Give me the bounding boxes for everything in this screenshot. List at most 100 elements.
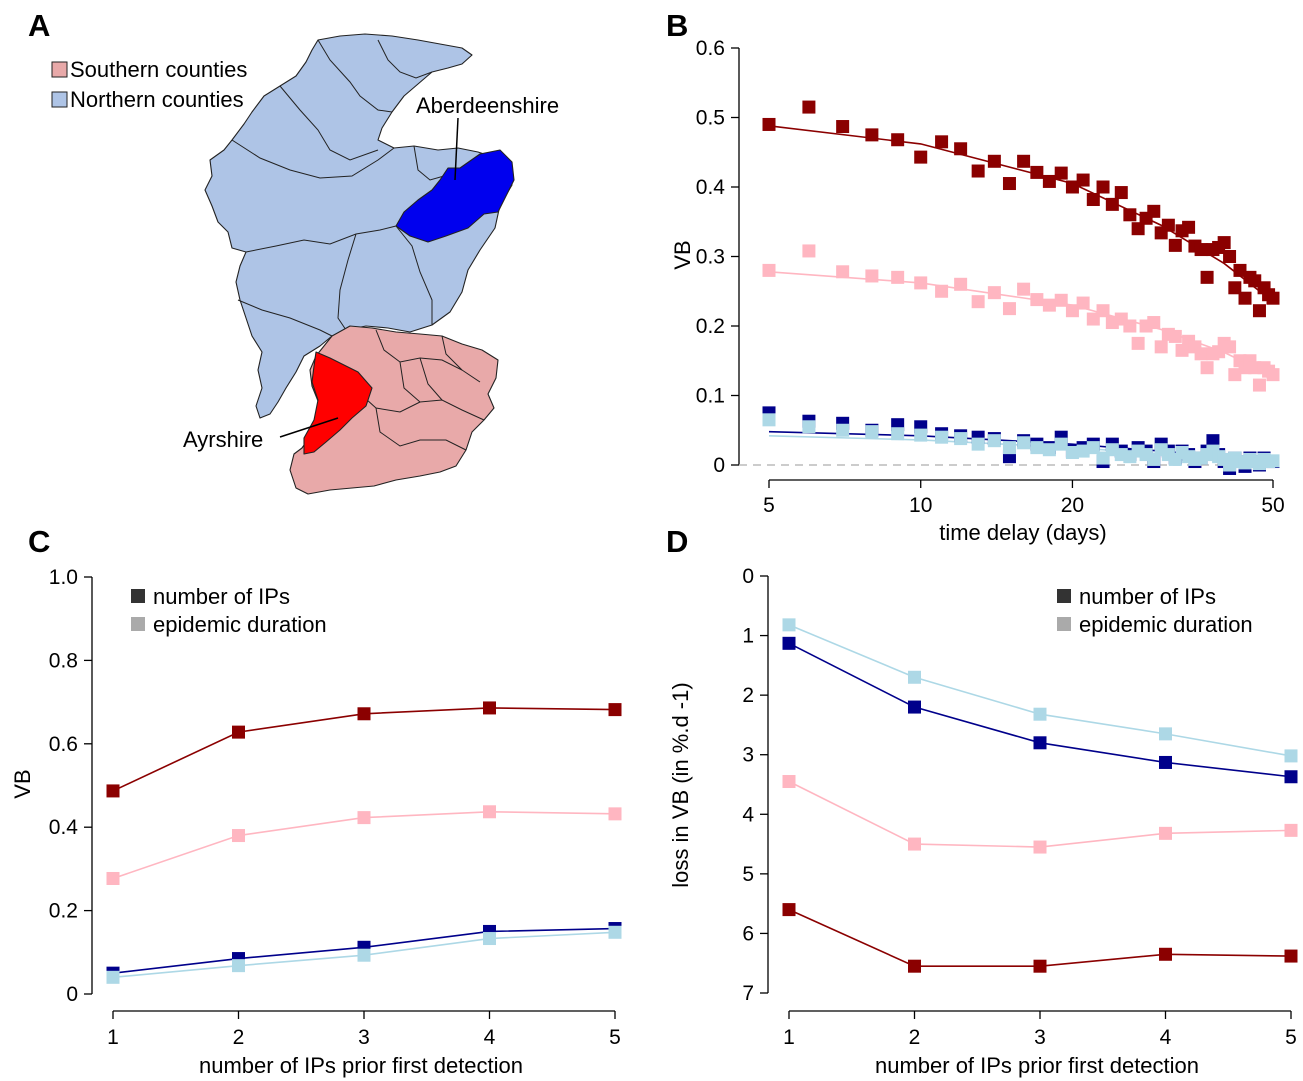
y-tick-label: 0.3 [696,246,725,269]
point-ayrshire_duration [608,807,622,821]
x-tick-label: 1 [783,1026,795,1049]
x-tick-label: 3 [358,1026,370,1049]
point-ayrshire_duration [106,871,120,885]
ayrshire-region [303,351,373,455]
y-tick-label: 0.2 [49,900,78,923]
legend-swatch-ips [1057,589,1071,603]
panel-b-chart: 0 0.1 0.2 0.3 0.4 0.5 0.6 5 10 20 50 time delay (d… [670,37,1285,545]
y-tick-label: 0.4 [49,816,79,839]
point-ayrshire_duration [1065,304,1079,318]
point-ayrshire_ips [1238,291,1252,305]
series-line-ayrshire_duration [788,780,1292,848]
panel-d-axes: 0 1 2 3 4 5 6 7 1 2 3 4 5 [742,565,1297,1049]
point-aberdeenshire_duration [1030,441,1044,455]
point-aberdeenshire_ips [1284,770,1298,784]
panel-c-lines [106,701,622,984]
point-aberdeenshire_duration [1284,749,1298,763]
panel-d-lines [782,618,1298,973]
point-aberdeenshire_duration [1054,437,1068,451]
legend-label-duration: epidemic duration [153,612,327,637]
point-ayrshire_ips [954,142,968,156]
point-ayrshire_duration [1030,293,1044,307]
legend-swatch-northern [51,91,68,108]
point-ayrshire_ips [1194,243,1208,257]
point-ayrshire_duration [1054,293,1068,307]
point-aberdeenshire_ips [1033,736,1047,750]
point-aberdeenshire_duration [1159,727,1172,741]
point-ayrshire_duration [1076,296,1090,310]
legend-label-duration: epidemic duration [1079,612,1253,637]
point-ayrshire_ips [1114,186,1128,200]
point-ayrshire_duration [1042,298,1056,312]
point-ayrshire_ips [106,784,120,798]
point-ayrshire_ips [908,959,921,973]
x-tick-label: 1 [107,1026,119,1049]
y-tick-label: 1.0 [49,566,78,589]
point-ayrshire_duration [1252,378,1266,392]
point-aberdeenshire_duration [987,434,1001,448]
point-ayrshire_ips [1223,250,1237,263]
point-ayrshire_ips [1159,947,1172,961]
x-tick-label: 2 [233,1026,245,1049]
point-aberdeenshire_duration [608,925,622,939]
point-ayrshire_duration [1194,347,1208,361]
x-tick-label: 5 [763,494,775,517]
point-ayrshire_ips [914,150,928,164]
point-ayrshire_ips [483,701,496,715]
y-tick-label: 0.1 [696,385,725,408]
point-ayrshire_ips [1284,949,1298,963]
point-ayrshire_ips [1096,180,1110,194]
point-ayrshire_duration [483,805,496,819]
point-aberdeenshire_ips [1159,755,1172,769]
y-tick-label: 0 [66,983,78,1006]
point-aberdeenshire_duration [483,932,496,946]
point-ayrshire_ips [357,707,371,721]
point-ayrshire_ips [1200,270,1214,284]
legend-label-southern: Southern counties [70,57,247,82]
y-tick-label: 2 [742,684,754,707]
point-ayrshire_duration [914,276,928,290]
point-aberdeenshire_duration [1086,441,1100,455]
point-ayrshire_ips [802,100,816,114]
point-aberdeenshire_duration [1017,436,1031,450]
point-ayrshire_duration [1017,282,1031,296]
point-ayrshire_duration [1223,340,1237,354]
point-aberdeenshire_duration [1266,454,1280,468]
point-ayrshire_ips [1065,180,1079,194]
point-ayrshire_duration [836,265,850,279]
point-aberdeenshire_duration [106,970,120,984]
point-ayrshire_duration [1096,304,1110,318]
point-aberdeenshire_duration [935,430,949,444]
y-tick-label: 6 [742,922,754,945]
point-aberdeenshire_ips [1206,434,1220,448]
y-tick-label: 0.5 [696,107,725,130]
point-ayrshire_ips [1033,959,1047,973]
panel-c-xlabel: number of IPs prior first detection [199,1053,523,1078]
x-tick-label: 5 [609,1026,621,1049]
point-ayrshire_duration [954,277,968,291]
point-ayrshire_duration [935,284,949,298]
point-aberdeenshire_duration [865,425,879,439]
ayrshire-label: Ayrshire [183,427,263,452]
point-ayrshire_ips [1147,204,1161,218]
panel-label-d: D [666,524,688,559]
legend-label-ips: number of IPs [153,584,290,609]
point-aberdeenshire_duration [1065,445,1079,459]
y-tick-label: 7 [742,982,754,1005]
point-ayrshire_ips [762,117,776,131]
point-ayrshire_ips [1217,236,1231,250]
point-ayrshire_duration [1266,368,1280,382]
panel-b-points [762,100,1280,475]
legend-label-northern: Northern counties [70,87,244,112]
x-tick-label: 2 [909,1026,921,1049]
y-tick-label: 5 [742,863,754,886]
panel-b-xlabel: time delay (days) [939,520,1107,545]
scotland-county-map: Aberdeenshire Ayrshire Southern counties… [51,33,559,495]
point-ayrshire_duration [782,775,796,789]
point-aberdeenshire_duration [914,428,928,442]
point-ayrshire_duration [987,286,1001,300]
legend-swatch-ips [131,589,145,603]
y-tick-label: 3 [742,744,754,767]
point-aberdeenshire_duration [954,432,968,446]
point-ayrshire_duration [1002,302,1016,316]
